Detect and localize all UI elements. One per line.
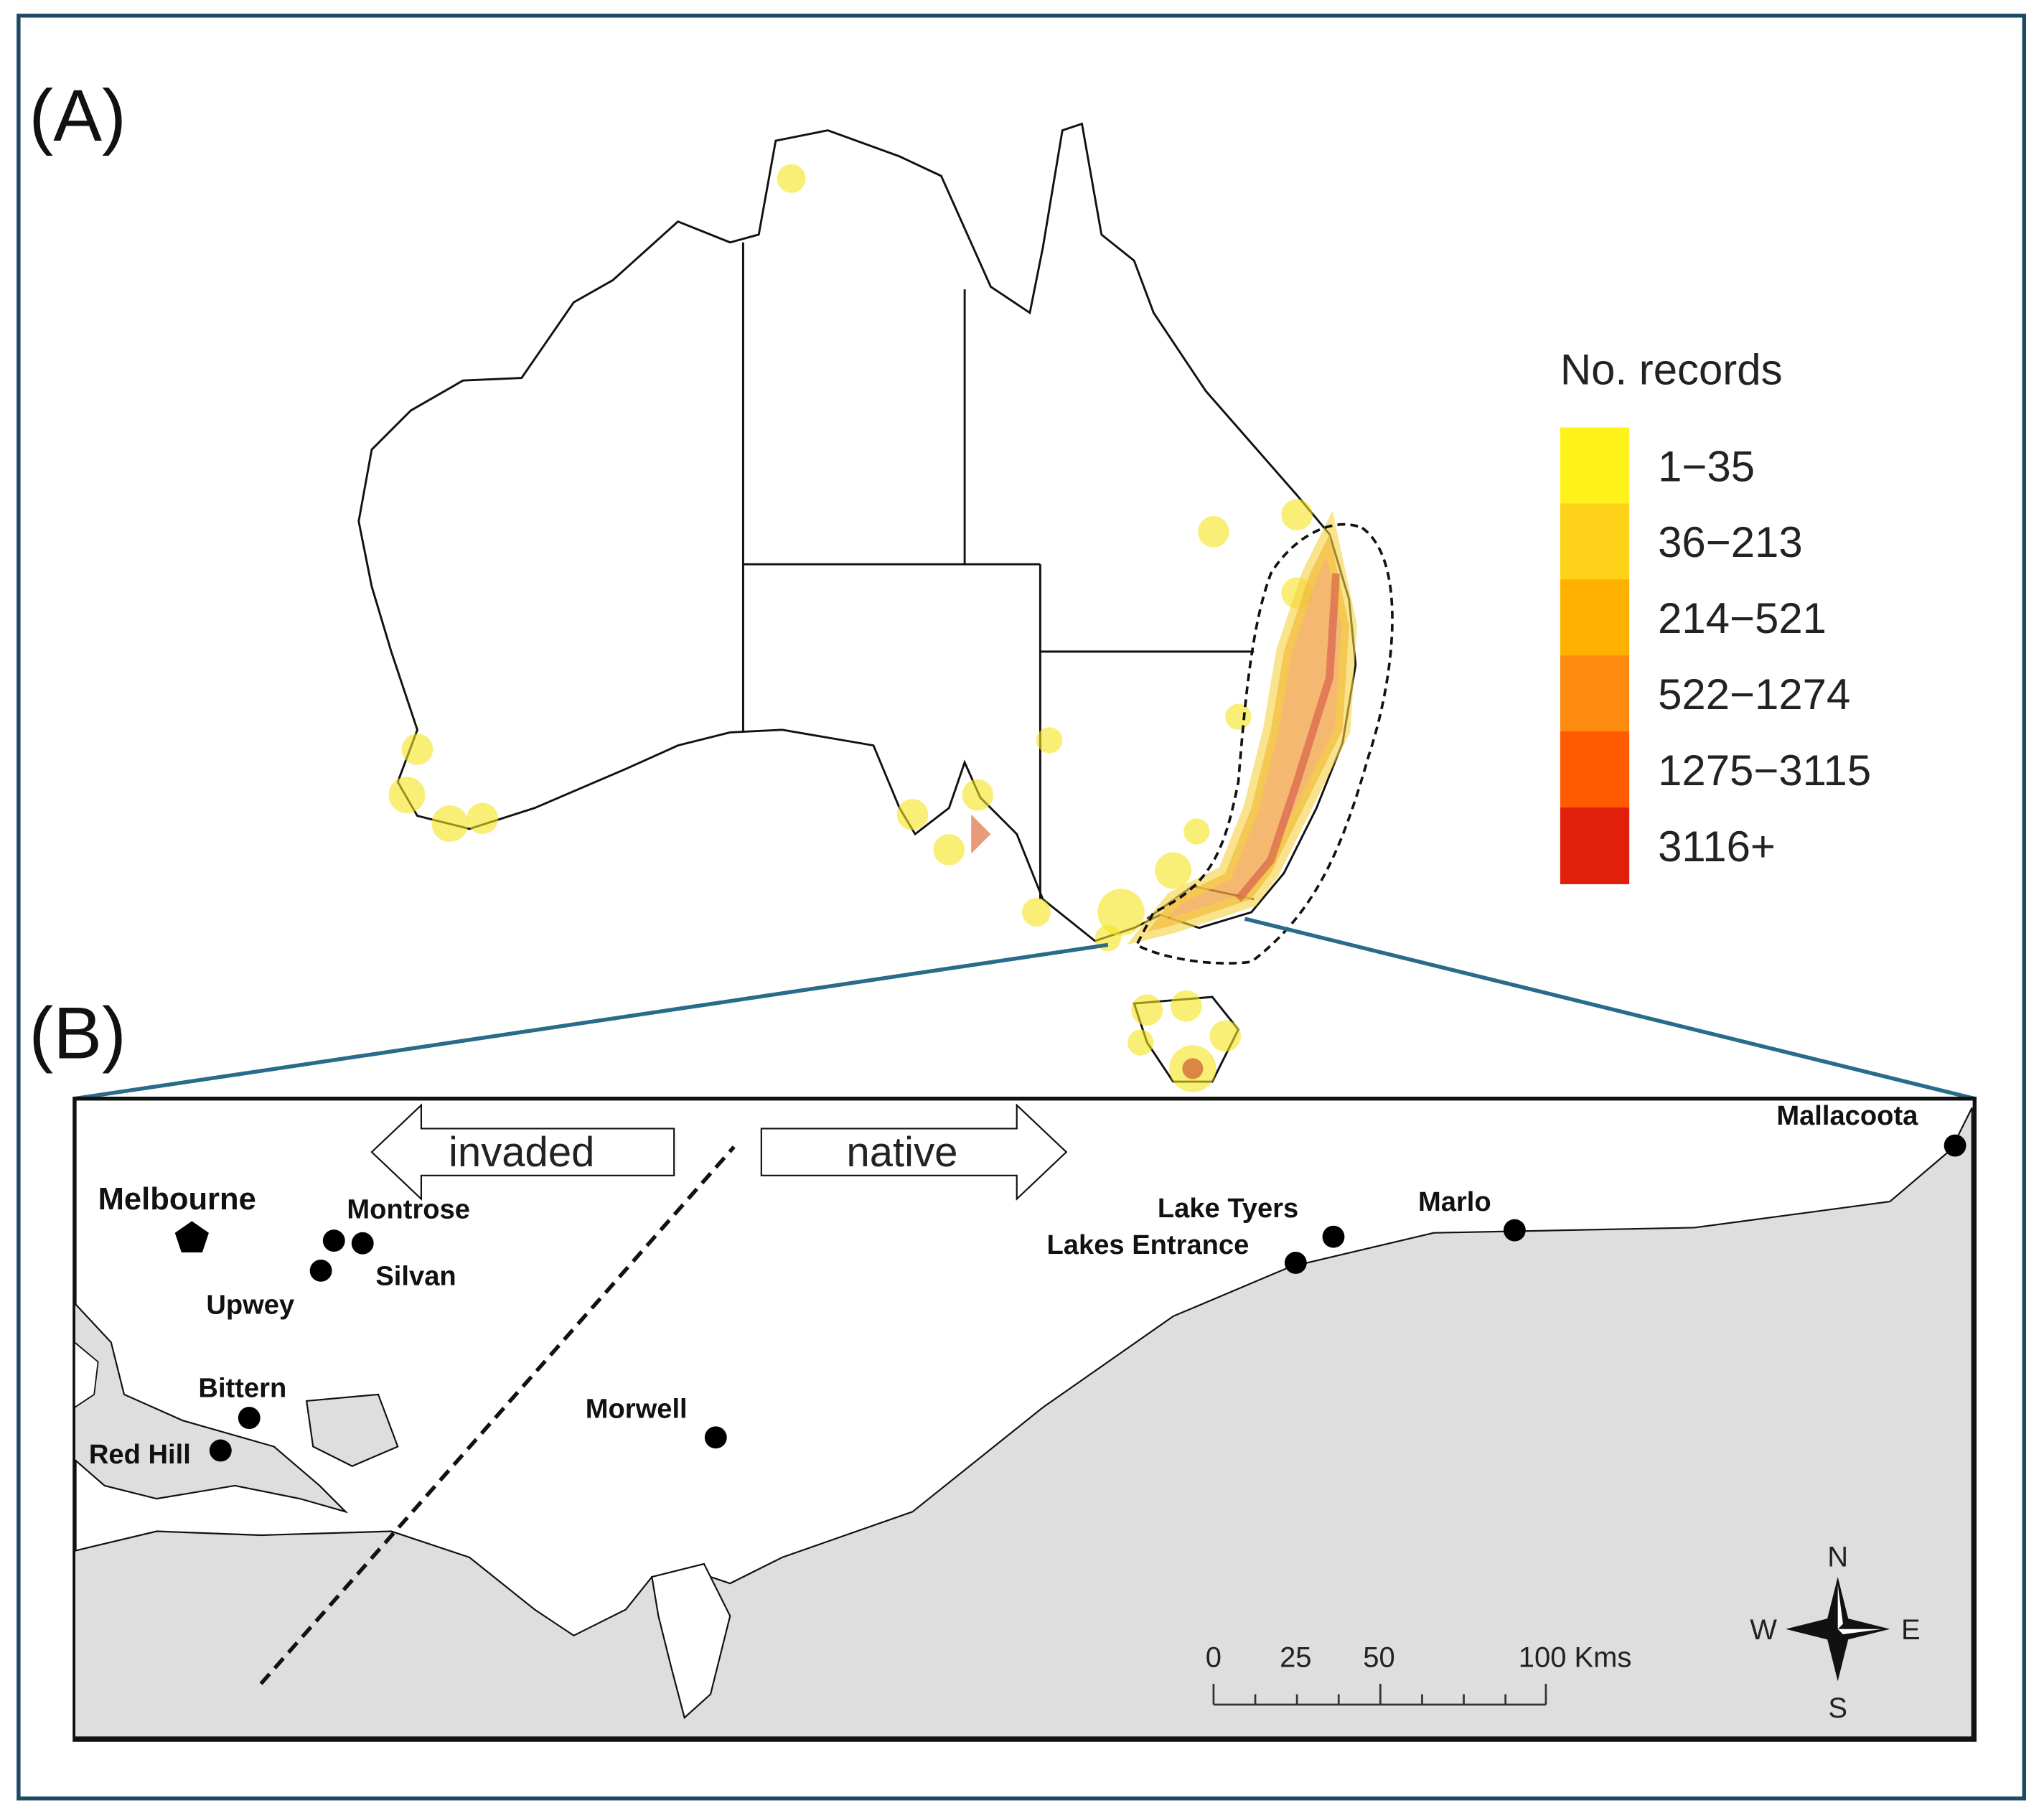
legend-label: 36−213 [1658, 518, 1803, 566]
scale-label: 25 [1280, 1641, 1311, 1673]
place-label: Melbourne [98, 1182, 256, 1217]
legend-label: 214−521 [1658, 594, 1827, 642]
arrow-label: invaded [449, 1129, 595, 1176]
place-label: Marlo [1418, 1186, 1491, 1217]
compass [1786, 1577, 1890, 1682]
legend-label: 3116+ [1658, 823, 1776, 871]
scale-label: 100 Kms [1519, 1641, 1632, 1673]
panel-label: (A) [29, 75, 126, 156]
place-label: Red Hill [89, 1439, 191, 1470]
legend-title: No. records [1560, 346, 1783, 394]
scale-label: 50 [1363, 1641, 1394, 1673]
legend-label: 522−1274 [1658, 670, 1850, 718]
place-label: Upwey [206, 1289, 294, 1320]
place-label: Montrose [347, 1194, 470, 1225]
legend-label: 1−35 [1658, 442, 1755, 490]
place-label: Bittern [198, 1373, 286, 1404]
place-label: Silvan [375, 1260, 456, 1291]
legend: No. records 1−35 36−213 214−521 522−1274 127… [1560, 346, 1871, 885]
scale-bar [1212, 1683, 1547, 1706]
place-label: Mallacoota [1776, 1100, 1918, 1131]
zoom-line [74, 917, 1975, 1101]
compass-label: N [1827, 1542, 1848, 1573]
compass-label: W [1750, 1614, 1777, 1646]
scale-label: 0 [1206, 1641, 1222, 1673]
legend-swatch [1560, 503, 1630, 581]
place-label: Lakes Entrance [1046, 1229, 1249, 1260]
legend-label: 1275−3115 [1658, 746, 1871, 795]
australia-map [357, 122, 1394, 1092]
legend-swatch [1560, 807, 1630, 885]
inset-map [72, 1096, 1977, 1742]
place-label: Morwell [586, 1394, 688, 1425]
place-label: Lake Tyers [1158, 1193, 1298, 1224]
compass-label: S [1828, 1692, 1847, 1724]
legend-swatch [1560, 731, 1630, 809]
legend-swatch [1560, 655, 1630, 733]
panel-label: (B) [29, 992, 126, 1074]
compass-label: E [1901, 1614, 1921, 1646]
legend-swatch [1560, 579, 1630, 657]
arrow-label: native [846, 1129, 957, 1176]
legend-swatch [1560, 427, 1630, 505]
